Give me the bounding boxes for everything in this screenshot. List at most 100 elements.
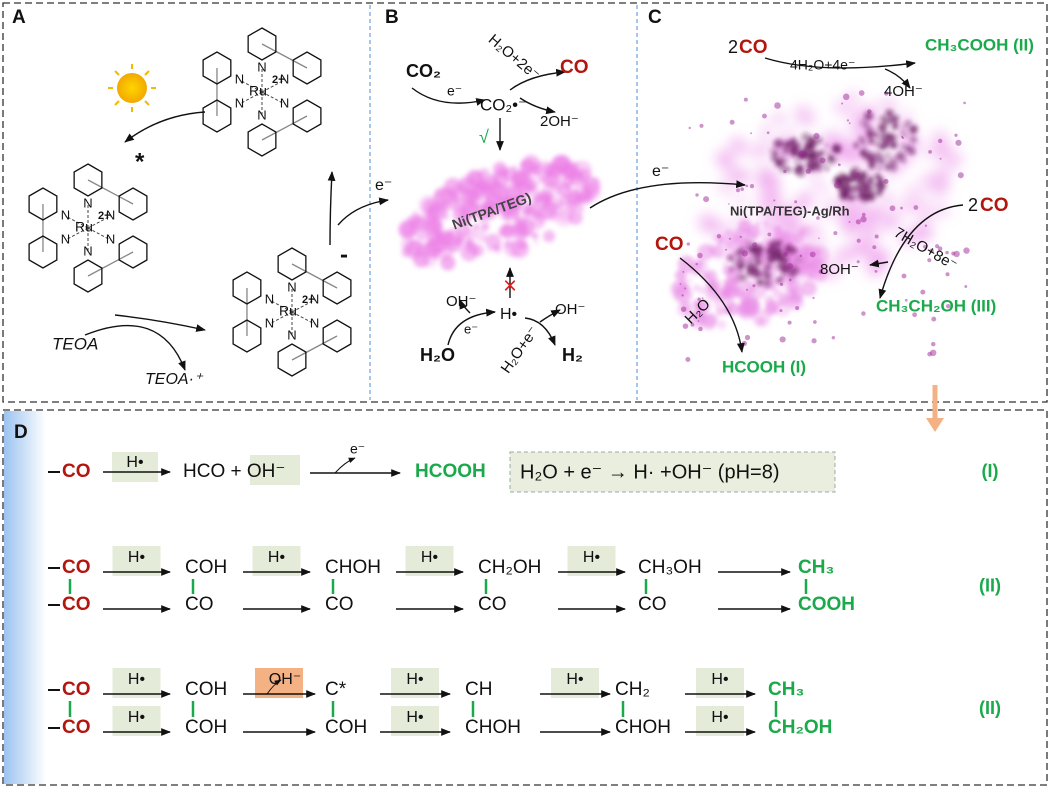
cloud-dot — [732, 189, 735, 192]
label: H• — [406, 671, 423, 688]
cloud-dot — [789, 278, 792, 282]
cloud-dot — [854, 184, 859, 189]
panel-label: B — [385, 7, 399, 28]
cloud-dot — [763, 221, 769, 226]
cloud-dot — [764, 263, 772, 271]
ring-bond — [261, 43, 308, 69]
cloud-dot — [477, 168, 491, 181]
cloud-dot — [846, 119, 850, 122]
cloud-dot — [883, 161, 893, 172]
cloud-dot — [724, 231, 729, 236]
reagent-box — [551, 668, 599, 698]
cloud-dot — [705, 277, 722, 294]
cloud-dot — [740, 262, 745, 267]
cloud-dot — [833, 231, 838, 236]
cloud-dot — [741, 340, 747, 347]
cloud-dot — [517, 240, 528, 250]
cloud-dot — [740, 187, 745, 191]
cloud-dot — [757, 260, 763, 266]
cloud-dot — [889, 205, 896, 212]
cloud-dot — [510, 197, 518, 204]
cloud-dot — [779, 336, 786, 343]
atom-label: N — [310, 291, 319, 306]
coordination-bond — [261, 91, 285, 105]
species: CH₂ — [615, 679, 650, 700]
label: 2 — [728, 37, 738, 57]
coordination-bond — [239, 79, 263, 93]
cloud-dot — [841, 107, 844, 110]
pyridine-ring — [73, 259, 103, 293]
cloud-dot — [805, 114, 811, 120]
reagent-box — [252, 546, 301, 576]
cloud-dot — [936, 198, 945, 207]
cloud-dot — [904, 183, 926, 205]
species: CO — [62, 557, 91, 578]
cloud-dot — [955, 139, 962, 146]
cloud-dot — [835, 148, 841, 154]
cloud-dot — [894, 114, 900, 120]
cloud-dot — [934, 162, 952, 181]
cloud — [398, 154, 601, 271]
label: TEOA·⁺ — [145, 371, 204, 388]
cloud-dot — [566, 193, 584, 211]
cloud-dot — [844, 142, 847, 145]
cloud-dot — [473, 228, 488, 242]
cloud-dot — [868, 138, 875, 145]
cloud-dot — [918, 172, 933, 187]
cloud-dot — [733, 286, 736, 290]
cloud-dot — [533, 240, 538, 245]
species: CO — [185, 594, 214, 615]
cloud-dot — [877, 157, 886, 166]
cloud-dot — [684, 287, 687, 290]
cloud-dot — [502, 223, 512, 233]
cloud-dot — [809, 245, 830, 266]
cloud-dot — [895, 154, 899, 158]
species: CH₃ — [798, 557, 834, 578]
label: √ — [479, 127, 489, 147]
cloud-dot — [767, 232, 772, 237]
cloud-dot — [580, 179, 591, 189]
species: CHOH — [615, 717, 671, 738]
coordination-bond — [291, 311, 315, 325]
cloud-dot — [909, 126, 918, 135]
atom-label: N — [280, 71, 289, 86]
reagent-box — [112, 706, 161, 736]
cloud-dot — [548, 163, 564, 178]
cloud-dot — [770, 154, 778, 162]
cloud-dot — [792, 262, 795, 265]
cloud-dot — [929, 248, 934, 254]
species: CO — [62, 594, 91, 615]
panel-label: A — [12, 7, 26, 28]
cloud-dot — [816, 216, 820, 220]
pyridine-ring — [292, 99, 322, 133]
cloud-dot — [811, 108, 816, 112]
clouds — [398, 90, 970, 362]
reagent-box — [250, 455, 300, 485]
label: OH⁻ — [269, 671, 301, 688]
cloud-dot — [880, 168, 883, 171]
label: H₂O+2e⁻ — [485, 31, 543, 84]
cloud-dot — [751, 264, 754, 267]
cloud-dot — [758, 280, 762, 285]
cloud-dot — [801, 280, 817, 297]
cloud-dot — [750, 132, 753, 135]
cloud-dot — [866, 131, 874, 139]
cloud-dot — [542, 177, 551, 187]
cloud-dot — [875, 182, 880, 188]
cloud-dot — [818, 236, 828, 245]
cloud-dot — [762, 278, 772, 288]
cloud-dot — [830, 264, 839, 273]
label: CH₃CH₂OH (III) — [876, 296, 996, 315]
cloud-dot — [938, 145, 945, 152]
label: CO — [739, 37, 768, 58]
cloud-dot — [728, 203, 730, 205]
cloud-dot — [733, 251, 737, 255]
label: H• — [566, 671, 583, 688]
cloud-dot — [671, 280, 688, 296]
cloud-dot — [900, 129, 904, 132]
cloud-dot — [860, 151, 865, 156]
cloud-dot — [809, 251, 816, 258]
species: COH — [325, 717, 367, 738]
cloud-dot — [846, 176, 853, 184]
species: CH₂OH — [478, 557, 541, 578]
